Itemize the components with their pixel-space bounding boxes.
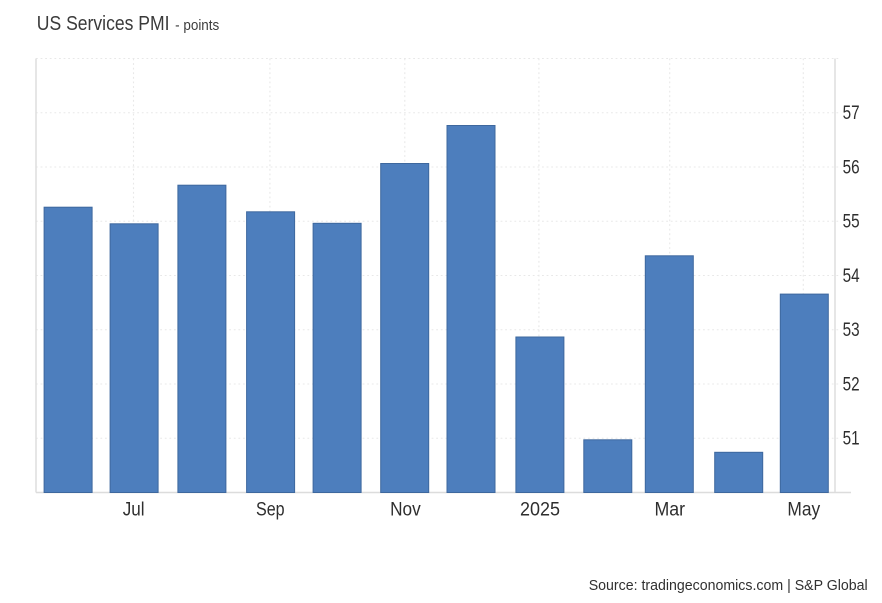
svg-text:57: 57 bbox=[843, 103, 860, 124]
svg-text:Jul: Jul bbox=[123, 499, 145, 520]
svg-text:56: 56 bbox=[843, 158, 860, 179]
svg-text:51: 51 bbox=[843, 429, 860, 450]
svg-text:52: 52 bbox=[843, 375, 860, 396]
svg-text:53: 53 bbox=[843, 320, 860, 341]
svg-text:Sep: Sep bbox=[256, 499, 285, 520]
svg-text:Source: tradingeconomics.com |: Source: tradingeconomics.com | S&P Globa… bbox=[589, 577, 868, 594]
svg-text:55: 55 bbox=[843, 212, 860, 233]
svg-text:US Services PMI: US Services PMI bbox=[37, 13, 170, 35]
svg-text:- points: - points bbox=[175, 17, 219, 34]
svg-text:May: May bbox=[787, 499, 820, 520]
svg-text:Nov: Nov bbox=[390, 499, 421, 520]
svg-text:2025: 2025 bbox=[520, 499, 560, 520]
svg-text:Mar: Mar bbox=[655, 499, 686, 520]
svg-text:54: 54 bbox=[843, 266, 860, 287]
